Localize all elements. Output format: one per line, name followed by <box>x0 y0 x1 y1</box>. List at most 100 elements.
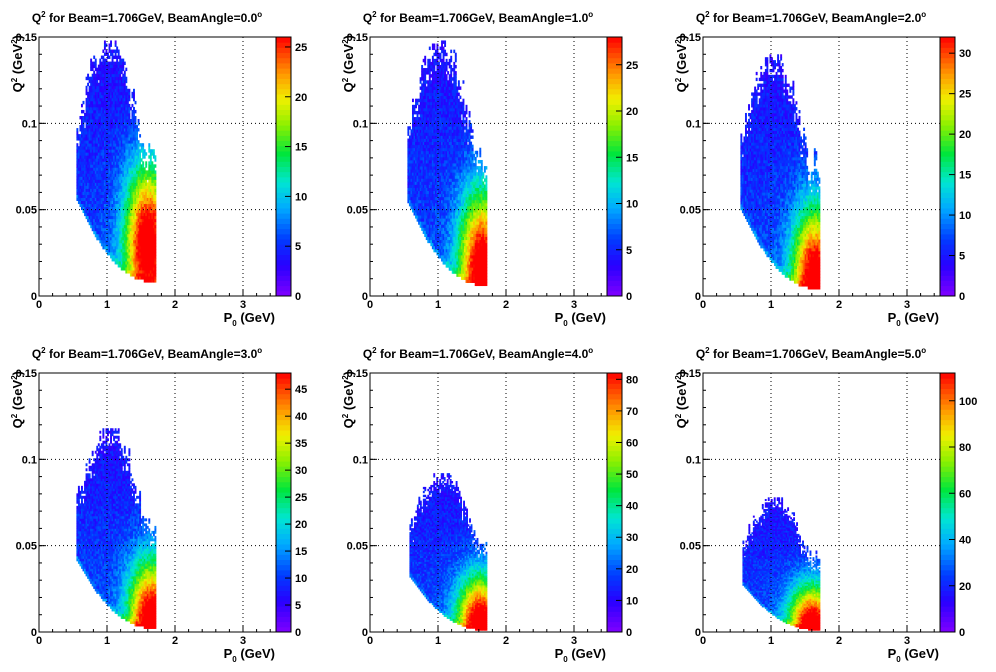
heatmap-cell <box>439 190 442 195</box>
heatmap-cell <box>133 254 135 259</box>
heatmap-cell <box>82 203 85 208</box>
heatmap-cell <box>140 200 143 205</box>
heatmap-cell <box>137 239 140 244</box>
heatmap-cell <box>100 206 103 211</box>
heatmap-cell <box>442 98 445 103</box>
heatmap-cell <box>82 185 85 189</box>
heatmap-cell <box>451 138 454 142</box>
heatmap-cell <box>407 132 410 136</box>
heatmap-cell <box>445 215 448 219</box>
heatmap-cell <box>453 83 456 87</box>
heatmap-cell <box>111 251 114 256</box>
heatmap-cell <box>154 200 157 205</box>
heatmap-cell <box>148 179 151 183</box>
heatmap-cell <box>439 166 442 170</box>
heatmap-cell <box>450 248 453 253</box>
heatmap-cell <box>413 138 416 142</box>
heatmap-cell <box>119 206 122 211</box>
heatmap-cell <box>428 46 431 51</box>
heatmap-cell <box>129 227 132 232</box>
heatmap-cell <box>102 49 105 53</box>
heatmap-cell <box>99 179 102 183</box>
heatmap-cell <box>434 202 437 207</box>
heatmap-cell <box>459 239 462 244</box>
heatmap-cell <box>411 184 414 188</box>
heatmap-cell <box>415 123 417 127</box>
heatmap-cell <box>447 92 450 97</box>
heatmap-cell <box>427 224 430 228</box>
heatmap-cell <box>459 199 462 204</box>
heatmap-cell <box>149 185 152 189</box>
heatmap-cell <box>442 40 445 44</box>
heatmap-cell <box>110 212 112 217</box>
heatmap-cell <box>422 77 425 81</box>
heatmap-cell <box>413 129 416 133</box>
heatmap-cell <box>125 203 128 208</box>
heatmap-cell <box>103 67 106 72</box>
heatmap-cell <box>119 128 122 132</box>
heatmap-cell <box>451 101 454 106</box>
heatmap-cell <box>108 197 111 202</box>
heatmap-cell <box>111 224 114 229</box>
heatmap-cell <box>430 123 433 127</box>
heatmap-cell <box>122 128 125 132</box>
heatmap-cell <box>111 155 114 159</box>
heatmap-cell <box>85 146 88 150</box>
heatmap-cell <box>119 158 122 162</box>
heatmap-cell <box>453 156 456 161</box>
heatmap-cell <box>128 170 131 174</box>
heatmap-cell <box>428 215 431 219</box>
heatmap-cell <box>105 218 108 223</box>
heatmap-cell <box>453 163 456 167</box>
heatmap-cell <box>430 178 433 182</box>
heatmap-cell <box>407 181 410 185</box>
heatmap-cell <box>407 199 410 204</box>
heatmap-cell <box>128 182 131 186</box>
heatmap-cell <box>438 86 440 90</box>
heatmap-cell <box>131 242 134 247</box>
heatmap-cell <box>434 181 437 185</box>
heatmap-cell <box>129 137 132 141</box>
heatmap-cell <box>128 106 131 111</box>
heatmap-cell <box>97 143 100 147</box>
heatmap-cell <box>107 137 109 141</box>
heatmap-cell <box>134 264 137 268</box>
heatmap-cell <box>102 146 105 150</box>
heatmap-cell <box>116 155 119 159</box>
heatmap-cell <box>91 109 94 114</box>
heatmap-cell <box>462 150 465 155</box>
heatmap-cell <box>103 100 106 105</box>
heatmap-cell <box>408 190 411 195</box>
heatmap-cell <box>447 135 450 139</box>
heatmap-cell <box>422 58 425 63</box>
heatmap-cell <box>434 205 437 210</box>
heatmap-cell <box>148 167 151 171</box>
heatmap-cell <box>427 156 430 161</box>
heatmap-cell <box>114 67 117 72</box>
heatmap-cell <box>80 194 83 198</box>
heatmap-cell <box>116 206 119 211</box>
heatmap-cell <box>107 67 109 72</box>
heatmap-cell <box>439 117 442 121</box>
heatmap-cell <box>425 68 428 72</box>
heatmap-cell <box>137 179 140 183</box>
heatmap-cell <box>427 83 430 87</box>
heatmap-cell <box>418 166 421 170</box>
heatmap-cell <box>416 178 419 182</box>
heatmap-cell <box>441 221 443 225</box>
heatmap-cell <box>407 166 410 170</box>
heatmap-cell <box>123 125 126 129</box>
heatmap-cell <box>80 173 83 177</box>
heatmap-cell <box>111 152 114 156</box>
heatmap-cell <box>93 170 96 174</box>
heatmap-cell <box>459 270 462 274</box>
x-axis-label: P0 (GeV) <box>224 310 275 328</box>
heatmap-cell <box>453 242 456 247</box>
heatmap-cell <box>96 158 99 162</box>
heatmap-cell <box>453 258 456 262</box>
heatmap-cell <box>140 167 143 171</box>
heatmap-cell <box>433 104 436 109</box>
heatmap-cell <box>149 176 152 180</box>
heatmap-cell <box>107 140 109 144</box>
